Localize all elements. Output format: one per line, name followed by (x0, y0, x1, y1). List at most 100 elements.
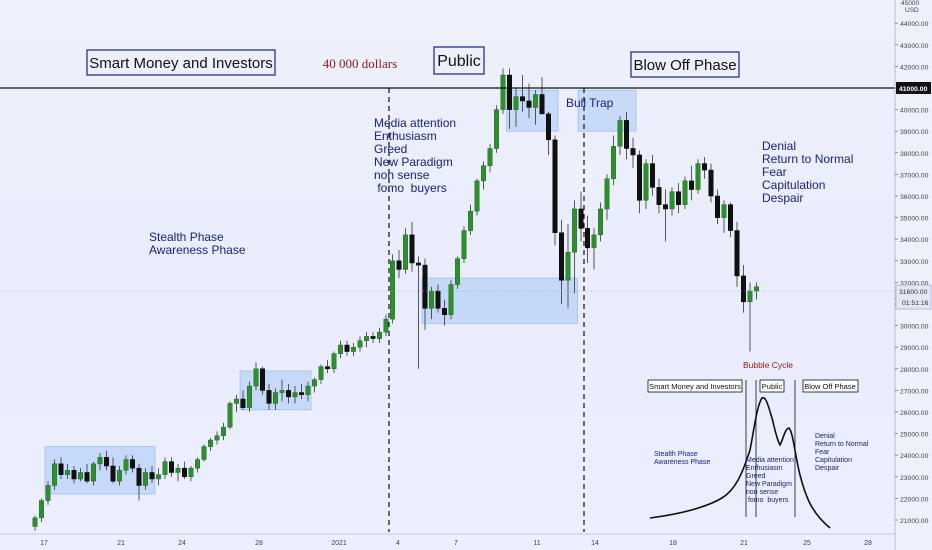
y-tick-label: 34000.00 (900, 237, 929, 244)
price-badge-bg (896, 82, 931, 94)
x-tick-label: 28 (255, 540, 263, 547)
inset-blowoff-label: Blow Off Phase (804, 382, 856, 391)
inset-public-label: Public (762, 382, 783, 391)
candle-body (234, 398, 239, 404)
candle-body (84, 472, 90, 482)
candle-body (357, 340, 363, 348)
candle-body (650, 163, 655, 188)
inset-denial-4: Capitulation (815, 457, 852, 464)
candle-body (494, 109, 499, 149)
x-tick-label: 11 (533, 540, 540, 547)
candle-body (513, 96, 519, 110)
candle-body (604, 178, 610, 210)
inset-media-5: non sense (746, 489, 778, 496)
candle-body (149, 472, 155, 480)
y-tick-label: 29000.00 (900, 345, 929, 352)
candle-body (136, 467, 142, 486)
candle-body (344, 344, 350, 352)
inset-media-3: Greed (746, 473, 766, 480)
y-tick-label: 21000.00 (900, 518, 929, 525)
candle-body (396, 260, 402, 270)
candle-body (487, 148, 493, 167)
candle-body (643, 163, 649, 201)
inset-blowoff-box (802, 379, 859, 393)
candle-body (468, 210, 473, 231)
candle-body (442, 308, 447, 316)
candle-body (117, 470, 122, 482)
candle-body (448, 284, 454, 316)
blowoff-label: Blow Off Phase (633, 57, 736, 74)
inset-denial-2: Return to Normal (815, 441, 869, 448)
candle-body (637, 154, 642, 201)
inset-media-6: fomo buyers (746, 497, 789, 504)
candle-body (65, 470, 70, 475)
candle-body (682, 180, 688, 205)
candle-body (162, 461, 168, 475)
candle-body (435, 290, 441, 309)
inset-media-2: Enthusiasm (746, 465, 783, 472)
y-tick-label: 33000.00 (900, 259, 929, 266)
candle-body (338, 344, 343, 354)
media-line-4: New Paradigm (374, 155, 453, 169)
stealth-line-1: Stealth Phase (149, 230, 224, 244)
candle-body (45, 485, 51, 501)
candle-body (578, 208, 584, 229)
candle-body (325, 366, 330, 370)
candle-body (715, 195, 720, 218)
inset-smart-label: Smart Money and Investors (649, 382, 741, 391)
candle-body (591, 234, 597, 249)
inset-stealth-2: Awareness Phase (654, 459, 710, 466)
candle-body (500, 74, 506, 110)
candle-body (182, 467, 187, 478)
candle-body (390, 260, 395, 320)
candle-body (253, 368, 259, 387)
candle-body (221, 426, 226, 437)
candle-body (78, 472, 83, 480)
y-tick-label: 44000.00 (900, 21, 929, 28)
y-tick-label: 32000.00 (900, 280, 929, 287)
candle-body (143, 472, 148, 486)
x-tick-label: 28 (864, 540, 872, 547)
axis-header-unit: USD (905, 7, 919, 14)
forty-thousand-label: 40 000 dollars (323, 56, 397, 71)
stealth-line-2: Awareness Phase (149, 243, 246, 257)
price-line-layer (0, 87, 895, 292)
candle-body (292, 392, 298, 398)
media-line-1: Media attention (374, 116, 456, 130)
y-axis: 21000.00 22000.00 23000.00 24000.00 25000.00… (894, 0, 932, 550)
candle-body (539, 94, 545, 115)
current-price-label: 31600.00 (899, 289, 928, 296)
candle-body (312, 379, 317, 387)
candle-body (169, 461, 174, 473)
candle-body (364, 336, 369, 341)
media-line-2: Enthusiasm (374, 129, 437, 143)
inset-bubble-curve (649, 396, 831, 529)
inset-stealth-1: Stealth Phase (654, 451, 698, 458)
candle-body (754, 286, 759, 292)
candle-body (416, 262, 421, 266)
candle-body (383, 318, 389, 333)
y-tick-label: 43000.00 (900, 43, 929, 50)
candle-body (676, 191, 681, 205)
candle-body (377, 331, 382, 339)
y-tick-label: 38000.00 (900, 151, 929, 158)
candle-body (747, 290, 753, 303)
candle-body (227, 403, 233, 428)
candle-body (266, 390, 272, 404)
price-badge-label: 41000.00 (899, 86, 928, 93)
candle-body (370, 336, 376, 339)
public-box (433, 46, 485, 75)
public-label: Public (437, 53, 481, 70)
candle-body (91, 463, 96, 482)
y-tick-label: 36000.00 (900, 194, 929, 201)
y-tick-label: 25000.00 (900, 432, 929, 439)
x-tick-label: 14 (591, 540, 599, 547)
candle-body (546, 113, 551, 141)
inset-media-4: New Paradigm (746, 481, 792, 488)
candle-body (559, 232, 564, 281)
bubble-cycle-inset: Bubble Cycle Smart Money and Investors P… (647, 360, 869, 529)
x-tick-label: 2021 (331, 540, 347, 547)
candle-body (39, 500, 44, 519)
candle-body (214, 435, 220, 441)
candle-body (286, 390, 291, 398)
